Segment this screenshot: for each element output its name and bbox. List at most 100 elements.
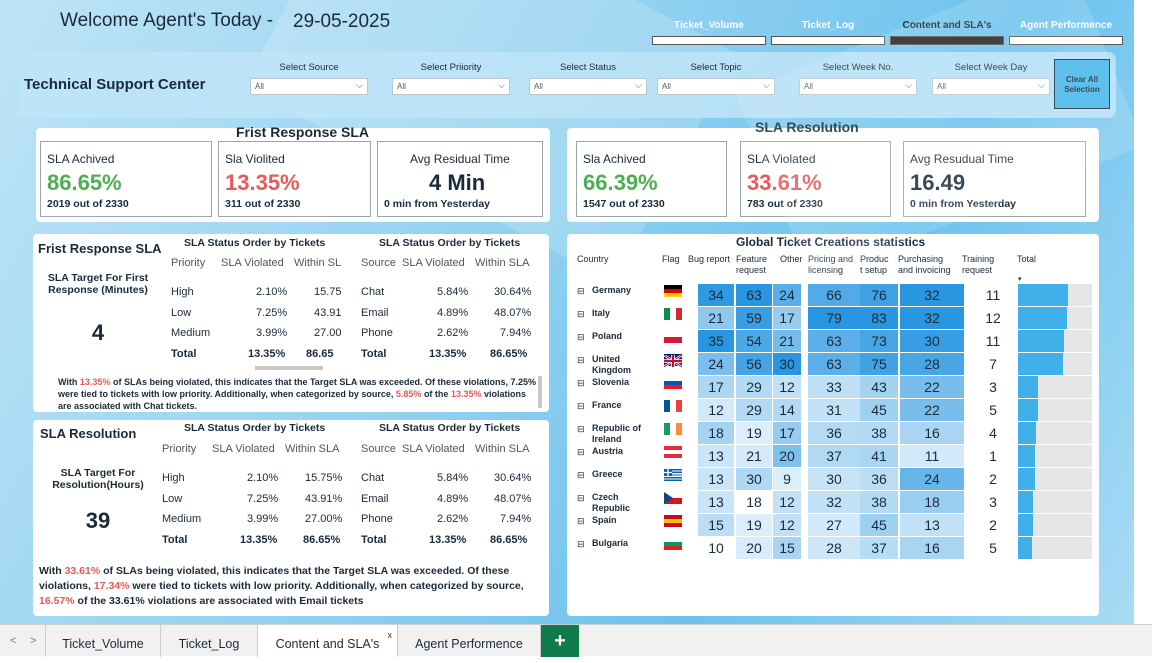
- matrix-cell: 66: [808, 284, 860, 306]
- matrix-row-country[interactable]: Bulgaria: [592, 538, 629, 548]
- note-highlight: 13.35%: [79, 377, 111, 387]
- matrix-cell: 28: [808, 537, 860, 559]
- expand-icon[interactable]: ⊟: [577, 355, 585, 365]
- matrix-cell: 63: [808, 330, 860, 352]
- chevron-down-icon: ⌵: [763, 80, 770, 90]
- table-cell: 7.94%: [500, 513, 532, 525]
- expand-icon[interactable]: ⊟: [577, 401, 585, 411]
- total-bar: [1018, 307, 1068, 329]
- matrix-column-header[interactable]: Pricing and licensing: [808, 254, 854, 275]
- matrix-column-header[interactable]: Bug report: [688, 254, 731, 264]
- filter-week-no: Select Week No. All ⌵: [799, 62, 917, 95]
- matrix-cell: 4: [967, 422, 1019, 444]
- global-ticket-panel: Global Ticket Creations statistics Count…: [567, 234, 1099, 616]
- matrix-cell: 22: [900, 376, 964, 398]
- expand-icon[interactable]: ⊟: [577, 286, 585, 296]
- note-highlight: 16.57%: [39, 595, 75, 607]
- table-cell: 4.89%: [437, 493, 469, 505]
- matrix-row-country[interactable]: Italy: [592, 308, 611, 318]
- matrix-column-header[interactable]: Purchasing and invoicing: [898, 254, 951, 275]
- sheet-tab-ticket-volume[interactable]: Ticket_Volume: [45, 625, 161, 657]
- flag-at-icon: [664, 446, 682, 458]
- filter-source: Select Source All ⌵: [250, 62, 368, 95]
- week-no-select[interactable]: All ⌵: [799, 78, 917, 95]
- nav-tab-agent-performance[interactable]: Agent Performence: [1009, 20, 1123, 45]
- expand-icon[interactable]: ⊟: [577, 447, 585, 457]
- tab-scroll-right-icon[interactable]: >: [30, 635, 37, 647]
- expand-icon[interactable]: ⊟: [577, 332, 585, 342]
- expand-icon[interactable]: ⊟: [577, 516, 585, 526]
- total-bar: [1018, 376, 1039, 398]
- matrix-column-header[interactable]: Country: [577, 254, 609, 264]
- expand-icon[interactable]: ⊟: [577, 539, 585, 549]
- sheet-tab-content-sla[interactable]: Content and SLA's x: [258, 625, 398, 657]
- source-select[interactable]: All ⌵: [250, 78, 368, 95]
- tab-scroll-left-icon[interactable]: <: [10, 635, 17, 647]
- res-insight-text: With 33.61% of SLAs being violated, this…: [39, 564, 529, 612]
- matrix-cell: 29: [736, 376, 772, 398]
- nav-tab-content-sla[interactable]: Content and SLA's: [890, 20, 1004, 45]
- priority-select[interactable]: All ⌵: [392, 78, 510, 95]
- note-text: were tied to tickets with low priority. …: [129, 580, 524, 592]
- kpi-title: SLA Violated: [747, 152, 816, 166]
- total-bar-track: [1018, 422, 1092, 444]
- week-day-select[interactable]: All ⌵: [932, 78, 1050, 95]
- matrix-column-header[interactable]: Flag: [662, 254, 680, 264]
- status-select[interactable]: All ⌵: [529, 78, 647, 95]
- horizontal-scrollbar[interactable]: [255, 366, 323, 370]
- matrix-row-country[interactable]: Spain: [592, 515, 617, 525]
- expand-icon[interactable]: ⊟: [577, 470, 585, 480]
- sort-descending-icon[interactable]: ▾: [1018, 276, 1022, 283]
- matrix-row-country[interactable]: Austria: [592, 446, 624, 456]
- close-icon[interactable]: x: [387, 630, 393, 640]
- frt-target-label: SLA Target For First Response (Minutes): [47, 272, 149, 296]
- matrix-cell: 38: [860, 422, 898, 444]
- add-sheet-button[interactable]: +: [541, 625, 579, 657]
- matrix-column-header[interactable]: Other: [780, 254, 803, 264]
- vertical-scrollbar[interactable]: [538, 376, 542, 408]
- matrix-cell: 9: [773, 468, 801, 490]
- clear-all-selection-button[interactable]: Clear All Selection: [1054, 59, 1110, 109]
- total-bar: [1018, 330, 1065, 352]
- matrix-column-header[interactable]: Produc t setup: [860, 254, 889, 275]
- matrix-row-country[interactable]: Slovenia: [592, 377, 630, 387]
- matrix-cell: 19: [736, 514, 772, 536]
- topic-select[interactable]: All ⌵: [657, 78, 775, 95]
- expand-icon[interactable]: ⊟: [577, 493, 585, 503]
- nav-tab-bar: [890, 36, 1004, 45]
- matrix-row-country[interactable]: Czech Republic: [592, 492, 631, 513]
- matrix-cell: 11: [967, 330, 1019, 352]
- expand-icon[interactable]: ⊟: [577, 378, 585, 388]
- kpi-title: Sla Violited: [225, 152, 285, 166]
- note-highlight: 17.34%: [93, 580, 130, 592]
- matrix-row-country[interactable]: France: [592, 400, 622, 410]
- table-header: Within SLA: [475, 443, 530, 455]
- matrix-column-header[interactable]: Total: [1017, 254, 1037, 264]
- note-text: of the: [421, 389, 451, 399]
- table-cell: 7.25%: [247, 493, 279, 505]
- sheet-tab-ticket-log[interactable]: Ticket_Log: [161, 625, 258, 657]
- matrix-row-country[interactable]: Germany: [592, 285, 632, 295]
- matrix-row-country[interactable]: Greece: [592, 469, 623, 479]
- matrix-column-header[interactable]: Feature request: [736, 254, 768, 275]
- matrix-cell: 2: [967, 514, 1019, 536]
- expand-icon[interactable]: ⊟: [577, 424, 585, 434]
- res-title: SLA Resolution: [755, 119, 859, 135]
- nav-tab-bar: [652, 36, 766, 45]
- expand-icon[interactable]: ⊟: [577, 309, 585, 319]
- nav-tab-ticket-log[interactable]: Ticket_Log: [771, 20, 885, 45]
- nav-tab-ticket-volume[interactable]: Ticket_Volume: [652, 20, 766, 45]
- matrix-cell: 20: [773, 445, 801, 467]
- matrix-row-country[interactable]: Poland: [592, 331, 623, 341]
- sheet-tab-agent-performance[interactable]: Agent Performence: [398, 625, 541, 657]
- matrix-cell: 63: [808, 353, 860, 375]
- matrix-row-country[interactable]: Republic of Ireland: [592, 423, 641, 444]
- matrix-row-country[interactable]: United Kingdom: [592, 354, 631, 375]
- nav-tab-label: Ticket_Volume: [674, 20, 744, 31]
- kpi-value: 33.61%: [747, 170, 822, 195]
- matrix-column-header[interactable]: Training request: [962, 254, 995, 275]
- table-header: SLA Violated: [221, 257, 284, 269]
- flag-cz-icon: [664, 492, 682, 504]
- note-text: of SLAs being violated, this indicates t…: [58, 377, 537, 399]
- total-bar: [1018, 353, 1064, 375]
